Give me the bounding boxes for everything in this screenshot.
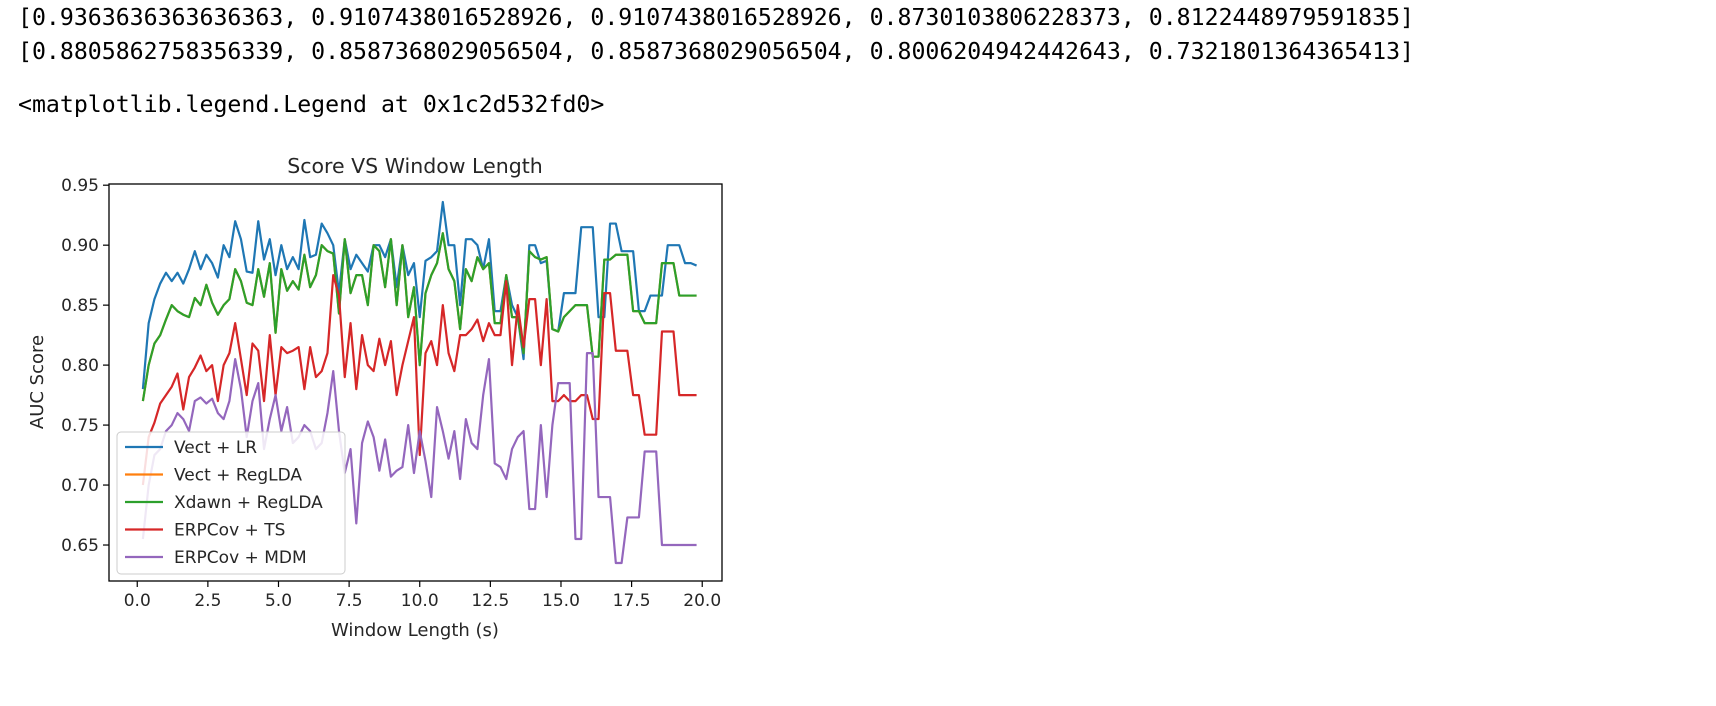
legend-label-xdawn-reglda: Xdawn + RegLDA [174, 493, 323, 513]
legend-label-erpcov-ts: ERPCov + TS [174, 521, 285, 541]
x-tick-label: 12.5 [471, 591, 509, 611]
y-tick-label: 0.95 [61, 176, 99, 196]
x-tick-label: 2.5 [194, 591, 221, 611]
x-tick-label: 0.0 [124, 591, 151, 611]
output-line-1: [0.9363636363636363, 0.9107438016528926,… [18, 3, 1414, 33]
legend-label-vect-lr: Vect + LR [174, 438, 257, 458]
output-line-2: [0.8805862758356339, 0.8587368029056504,… [18, 37, 1414, 67]
y-axis-label: AUC Score [27, 335, 48, 429]
x-tick-label: 20.0 [683, 591, 721, 611]
y-axis: 0.65 0.70 0.75 0.80 0.85 0.90 0.95 [61, 176, 109, 556]
x-tick-label: 5.0 [265, 591, 292, 611]
x-tick-label: 15.0 [542, 591, 580, 611]
legend-label-vect-reglda: Vect + RegLDA [174, 466, 302, 486]
x-tick-label: 7.5 [336, 591, 363, 611]
output-line-3: <matplotlib.legend.Legend at 0x1c2d532fd… [18, 90, 604, 120]
x-tick-label: 17.5 [613, 591, 651, 611]
legend: Vect + LR Vect + RegLDA Xdawn + RegLDA ERPC… [117, 432, 345, 574]
y-tick-label: 0.80 [61, 356, 99, 376]
y-tick-label: 0.70 [61, 476, 99, 496]
y-tick-label: 0.75 [61, 416, 99, 436]
x-axis-label: Window Length (s) [331, 620, 499, 641]
chart-title: Score VS Window Length [287, 154, 543, 178]
x-tick-label: 10.0 [401, 591, 439, 611]
y-tick-label: 0.65 [61, 536, 99, 556]
x-axis: 0.0 2.5 5.0 7.5 10.0 12.5 15.0 17.5 20.0 [124, 581, 721, 611]
legend-label-erpcov-mdm: ERPCov + MDM [174, 548, 307, 568]
y-tick-label: 0.85 [61, 296, 99, 316]
y-tick-label: 0.90 [61, 236, 99, 256]
chart-figure: Score VS Window Length 0.0 2.5 5.0 7.5 10.0 1… [0, 150, 740, 650]
